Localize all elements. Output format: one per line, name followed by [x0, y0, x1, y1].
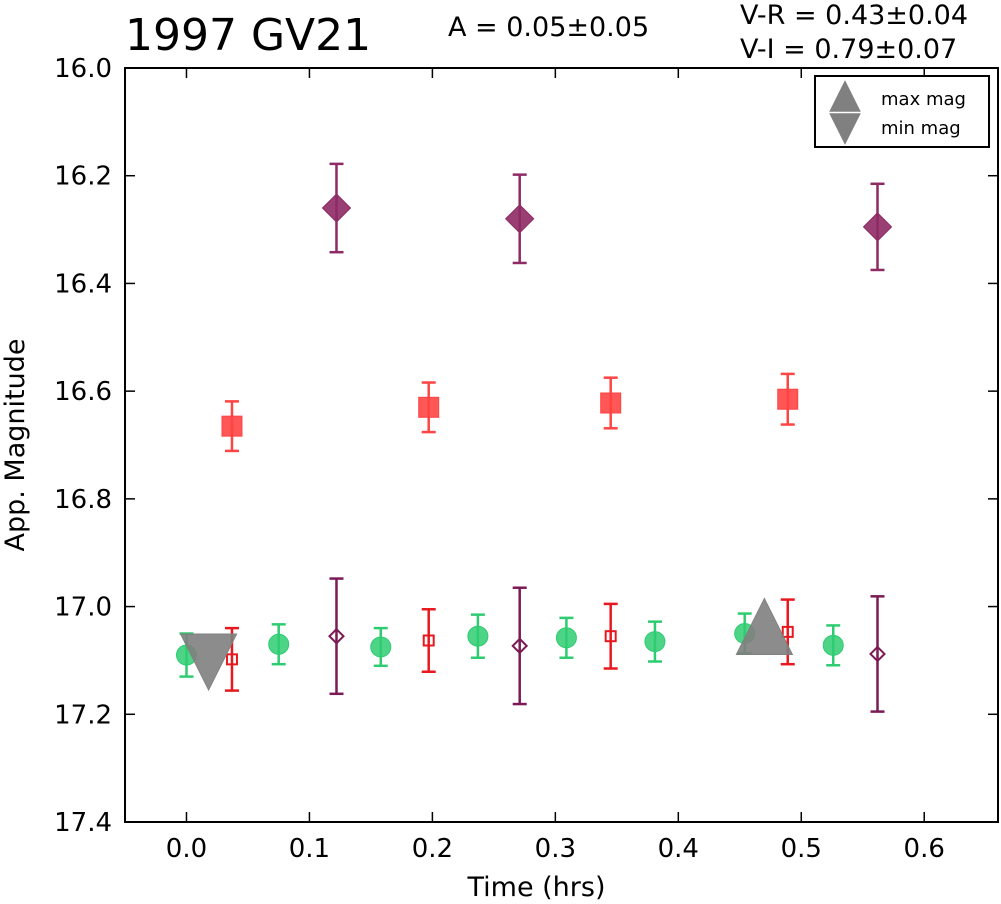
square-marker [781, 625, 794, 638]
plot-frame [124, 67, 999, 823]
square-marker [221, 415, 243, 437]
y-tick-label: 16.0 [54, 54, 112, 84]
diamond-marker [321, 193, 352, 223]
y-tick-label: 17.4 [54, 808, 112, 838]
triangle-up-marker [735, 597, 794, 655]
square-marker [604, 630, 617, 643]
chart-title: 1997 GV21 [125, 10, 372, 61]
circle-marker [467, 625, 489, 647]
y-tick-label: 17.2 [54, 700, 112, 730]
circle-marker [822, 634, 844, 656]
y-tick-label: 16.8 [54, 485, 112, 515]
square-marker [600, 392, 622, 414]
diamond-marker [504, 204, 535, 234]
diamond-marker [862, 212, 893, 242]
markers-layer [175, 193, 893, 692]
square-marker [777, 388, 799, 410]
x-tick-label: 0.6 [904, 834, 945, 864]
y-tick-label: 16.2 [54, 162, 112, 192]
legend: max mag min mag [814, 75, 990, 148]
ticks-layer: 0.0 0.1 0.2 0.3 0.4 0.5 0.6 16.0 16.2 16.4 16.6 16.… [54, 54, 998, 864]
v-r-color-annotation: V-R = 0.43±0.04 [740, 0, 969, 31]
y-tick-label: 16.6 [54, 377, 112, 407]
legend-label: max mag [881, 89, 966, 110]
circle-marker [370, 636, 392, 658]
y-axis-label: App. Magnitude [0, 339, 31, 552]
legend-label: min mag [881, 118, 961, 139]
y-tick-label: 16.4 [54, 269, 112, 299]
circle-marker [644, 631, 666, 653]
diamond-marker [869, 645, 886, 663]
y-tick-label: 17.0 [54, 593, 112, 623]
x-tick-label: 0.5 [781, 834, 822, 864]
x-tick-label: 0.2 [412, 834, 453, 864]
amplitude-annotation: A = 0.05±0.05 [448, 12, 650, 43]
square-marker [418, 396, 440, 418]
x-tick-label: 0.1 [289, 834, 330, 864]
v-i-color-annotation: V-I = 0.79±0.07 [740, 34, 958, 65]
x-tick-label: 0.0 [166, 834, 207, 864]
x-tick-label: 0.3 [535, 834, 576, 864]
x-tick-label: 0.4 [658, 834, 699, 864]
square-marker [225, 653, 238, 666]
circle-marker [268, 633, 290, 655]
diamond-marker [328, 627, 345, 645]
triangle-down-marker [179, 633, 238, 692]
x-axis-label: Time (hrs) [466, 872, 605, 903]
triangle-down-legend-marker [829, 113, 861, 145]
circle-marker [555, 627, 577, 649]
triangle-up-legend-marker [829, 80, 861, 112]
diamond-marker [511, 637, 529, 655]
square-marker [422, 634, 435, 647]
